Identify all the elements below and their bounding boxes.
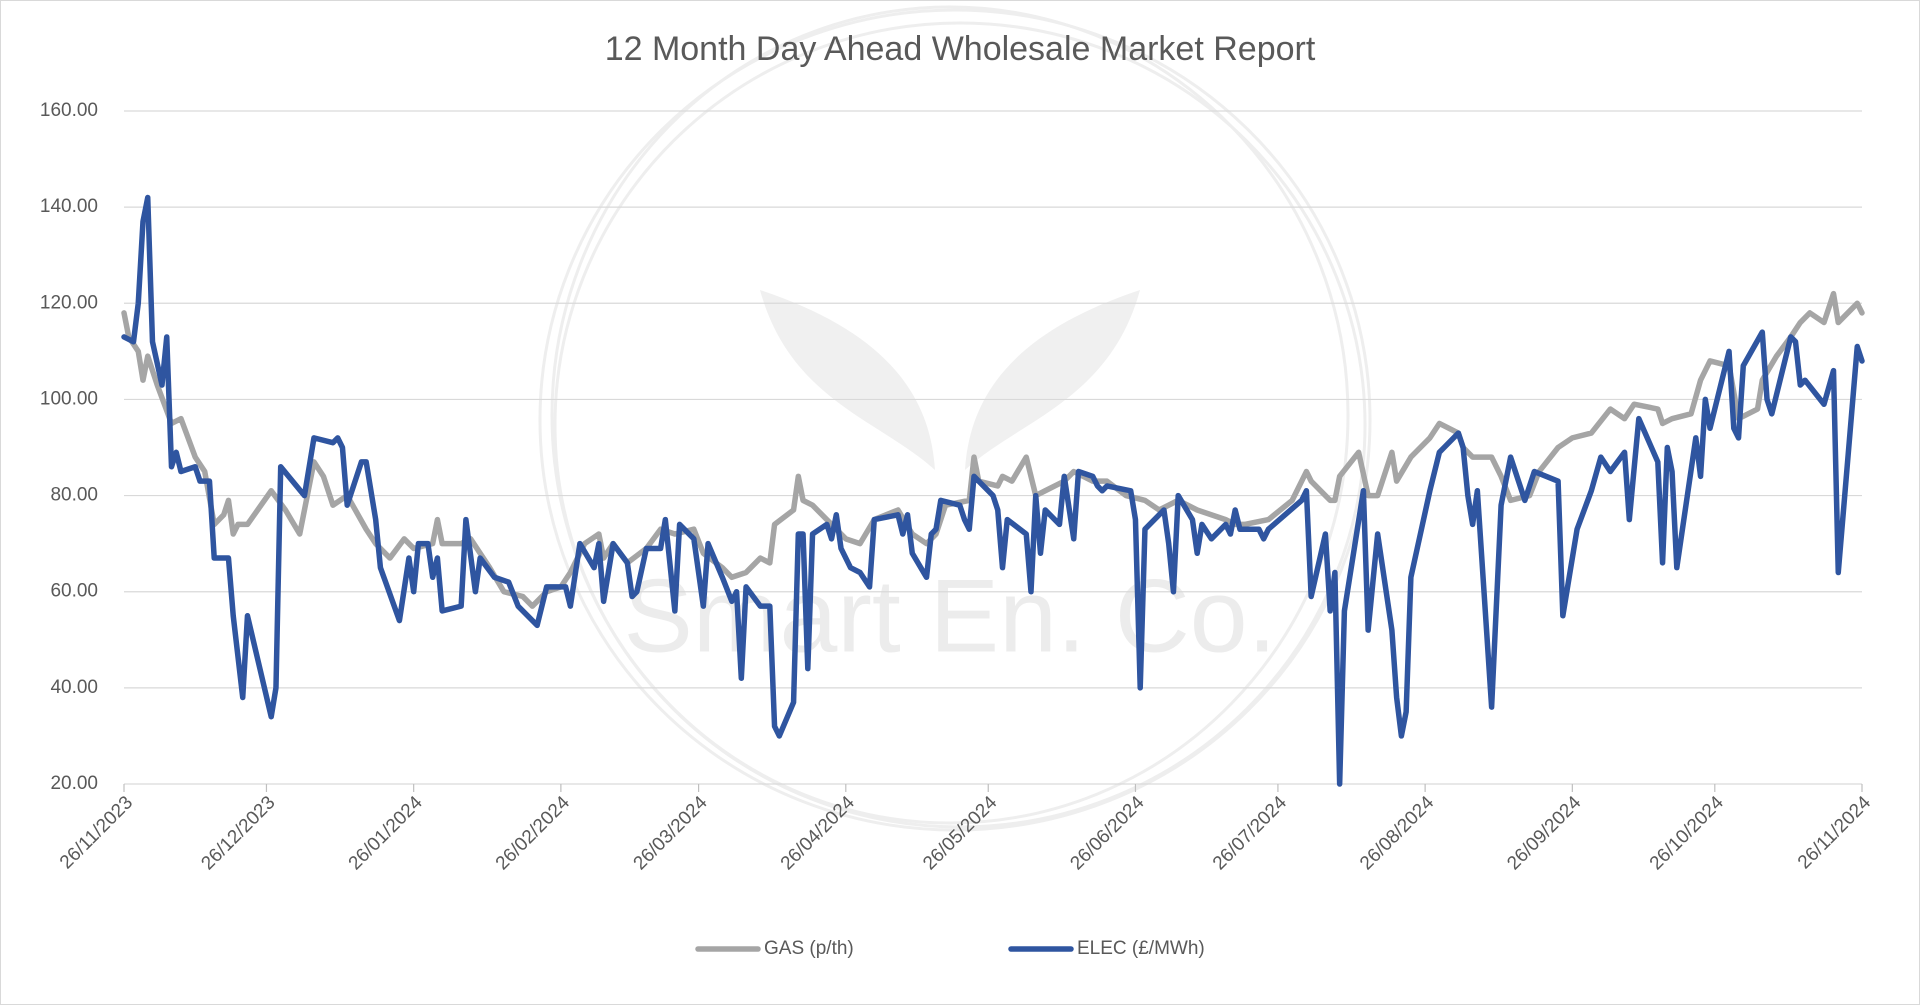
y-tick-label: 140.00 <box>40 196 98 217</box>
y-tick-label: 60.00 <box>50 581 98 602</box>
watermark-logo <box>538 5 1372 832</box>
data-line <box>121 194 1865 787</box>
chart-title: 12 Month Day Ahead Wholesale Market Repo… <box>605 30 1316 68</box>
y-tick-label: 100.00 <box>40 388 98 409</box>
y-tick-label: 20.00 <box>50 773 98 794</box>
y-tick-label: 120.00 <box>40 292 98 313</box>
y-tick-label: 80.00 <box>50 485 98 506</box>
legend-label: GAS (p/th) <box>764 938 854 959</box>
legend-label: ELEC (£/MWh) <box>1077 938 1205 959</box>
y-tick-label: 160.00 <box>40 100 98 121</box>
y-tick-label: 40.00 <box>50 677 98 698</box>
